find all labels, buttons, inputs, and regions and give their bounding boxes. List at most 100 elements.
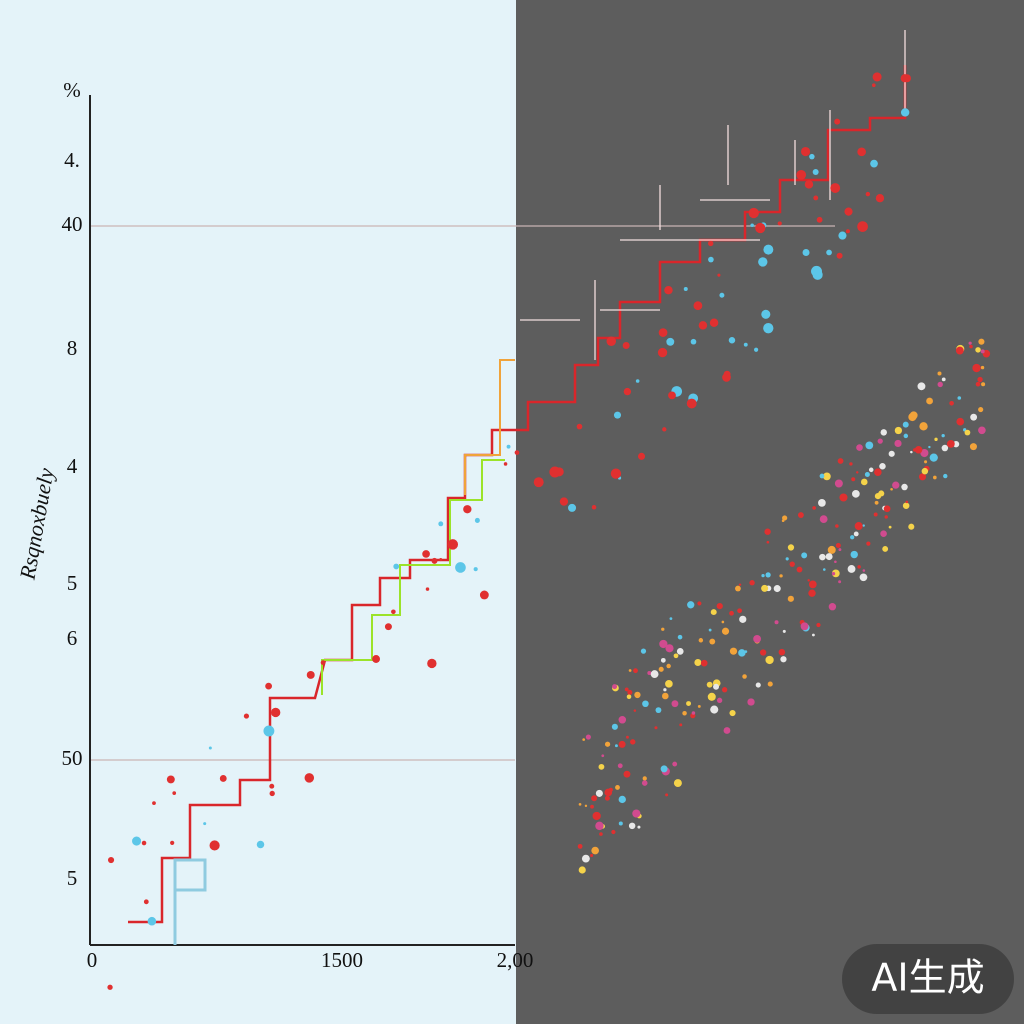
dot [618, 740, 626, 748]
dot [782, 515, 788, 521]
watermark-badge [842, 944, 1014, 1014]
dot [941, 377, 946, 382]
step-line [128, 65, 907, 924]
dot [761, 584, 769, 592]
dot [637, 825, 641, 829]
dot [677, 634, 683, 640]
dot [710, 705, 719, 714]
dot [892, 481, 900, 489]
dot [864, 471, 870, 477]
dot [827, 545, 836, 554]
dot [908, 412, 917, 422]
dot [919, 422, 928, 431]
dot [662, 427, 667, 432]
dot [595, 821, 604, 831]
dot [742, 674, 747, 679]
dot [780, 656, 787, 663]
dot [875, 194, 885, 203]
dot [658, 666, 664, 672]
dot [581, 854, 590, 863]
dot [835, 542, 841, 548]
dot [977, 376, 983, 383]
dot [880, 530, 887, 538]
dot [765, 655, 774, 665]
dot [372, 655, 381, 663]
dot [978, 426, 986, 435]
dot [633, 668, 638, 674]
dot [708, 628, 712, 632]
dot [928, 445, 931, 449]
dot [857, 221, 868, 232]
dot [655, 707, 662, 714]
dot [819, 553, 826, 561]
dot [847, 565, 856, 573]
dot [610, 468, 622, 479]
dot [830, 183, 841, 194]
step-line [464, 359, 515, 495]
dot [874, 468, 882, 476]
dot [854, 522, 863, 531]
dot [894, 439, 902, 448]
dot [717, 273, 721, 277]
dot [626, 735, 629, 739]
dot [801, 552, 808, 559]
dot [838, 548, 842, 552]
dot [591, 846, 599, 855]
dot [642, 776, 647, 781]
dot [816, 216, 823, 223]
dot [920, 449, 929, 458]
dot [818, 499, 826, 507]
dot [618, 716, 627, 724]
dot [850, 535, 855, 540]
dot [633, 709, 637, 712]
dot [624, 687, 629, 692]
dot [663, 688, 667, 692]
y-tick-label: 40 [62, 212, 83, 236]
dot [584, 804, 588, 808]
dot [666, 663, 671, 669]
dot [874, 500, 879, 505]
dot [755, 682, 761, 688]
dot [661, 692, 669, 700]
dot [781, 519, 785, 523]
dot [666, 337, 675, 346]
dot [949, 400, 954, 406]
dot [576, 423, 583, 430]
dot [836, 252, 843, 259]
dot [926, 397, 933, 405]
dot [243, 713, 250, 719]
dot [857, 565, 861, 569]
dot [568, 503, 577, 512]
dot [669, 617, 673, 620]
dot [683, 286, 688, 291]
dot [393, 563, 400, 570]
dot [870, 159, 878, 168]
dot [774, 620, 779, 625]
dot [591, 505, 597, 510]
dot [132, 836, 142, 846]
dot [439, 558, 443, 562]
x-tick-label: 0 [87, 948, 98, 972]
dot [819, 515, 828, 524]
dot [630, 739, 636, 745]
dot [384, 623, 392, 631]
dot [427, 658, 437, 669]
dot [455, 562, 466, 573]
decoration [107, 30, 991, 990]
dot [143, 899, 149, 905]
dot [690, 338, 697, 345]
dot [888, 525, 892, 529]
dot [590, 804, 594, 809]
dot [590, 853, 594, 858]
dot [921, 467, 929, 475]
dot [822, 472, 831, 481]
dot [431, 557, 438, 564]
dot [748, 207, 759, 219]
dot [758, 257, 768, 267]
dot [582, 738, 586, 741]
dot [773, 585, 781, 593]
dot [617, 763, 623, 769]
dot [447, 539, 459, 550]
